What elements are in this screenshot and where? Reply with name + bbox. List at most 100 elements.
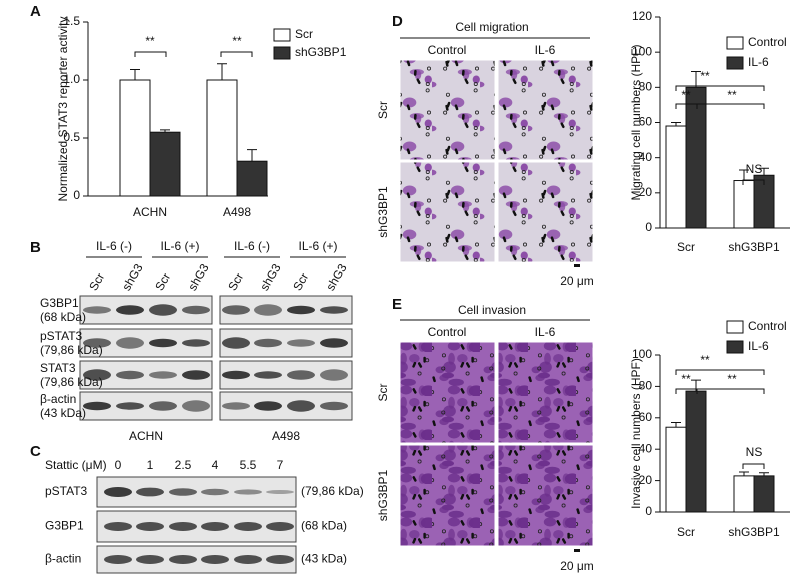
bar bbox=[665, 426, 687, 513]
column-label: Control bbox=[428, 43, 467, 57]
bracket bbox=[696, 388, 765, 394]
bracket bbox=[134, 51, 167, 57]
x-tick-label: Scr bbox=[677, 240, 695, 254]
micrograph bbox=[497, 161, 594, 263]
bracket bbox=[675, 369, 765, 375]
y-axis-label: Migrating cell numbers (HPF) bbox=[629, 44, 643, 200]
y-tick-label: 120 bbox=[632, 9, 652, 23]
row-size: (43 kDa) bbox=[40, 406, 86, 420]
row-size: (68 kDa) bbox=[40, 310, 86, 324]
band bbox=[169, 522, 197, 531]
band bbox=[136, 555, 164, 564]
band bbox=[287, 305, 315, 315]
scale-bar bbox=[574, 549, 580, 552]
legend-label: shG3BP1 bbox=[295, 45, 347, 59]
band bbox=[83, 338, 111, 348]
y-tick-label: 20 bbox=[639, 185, 653, 199]
dose-label: 1 bbox=[147, 458, 154, 472]
band bbox=[254, 304, 282, 316]
error-bar bbox=[130, 69, 140, 80]
y-tick-label: 100 bbox=[632, 44, 652, 58]
dose-label: 4 bbox=[212, 458, 219, 472]
micrograph bbox=[497, 59, 594, 161]
y-tick-label: 40 bbox=[639, 441, 653, 455]
x-tick-label: A498 bbox=[223, 205, 251, 219]
lane-label: Scr bbox=[86, 270, 107, 293]
band bbox=[222, 370, 250, 380]
bar bbox=[119, 79, 151, 197]
micrograph-title: Cell migration bbox=[455, 20, 528, 34]
micrograph bbox=[497, 444, 594, 547]
band bbox=[254, 371, 282, 379]
condition-label: IL-6 (+) bbox=[298, 239, 337, 253]
row-label: G3BP1 bbox=[40, 296, 79, 310]
lane-label: shG3 bbox=[119, 261, 146, 293]
band bbox=[222, 305, 250, 315]
bracket bbox=[696, 103, 765, 109]
error-bar bbox=[217, 63, 227, 80]
row-label: shG3BP1 bbox=[376, 469, 390, 521]
bar bbox=[685, 390, 707, 513]
bar bbox=[753, 475, 775, 513]
lane-label: shG3 bbox=[257, 261, 284, 293]
dose-label: 0 bbox=[115, 458, 122, 472]
legend-swatch bbox=[726, 36, 744, 50]
band bbox=[234, 555, 262, 564]
band bbox=[83, 306, 111, 314]
band bbox=[169, 555, 197, 564]
legend-label: IL-6 bbox=[748, 339, 769, 353]
band bbox=[287, 400, 315, 412]
y-tick-label: 100 bbox=[632, 347, 652, 361]
band bbox=[201, 555, 229, 564]
error-bar bbox=[739, 471, 749, 476]
y-axis-label: Normalized STAT3 reporter activity bbox=[56, 17, 70, 202]
row-label: STAT3 bbox=[40, 361, 76, 375]
row-label: β-actin bbox=[45, 552, 81, 566]
error-bar bbox=[739, 169, 749, 181]
band bbox=[320, 306, 348, 314]
significance: ** bbox=[232, 34, 242, 48]
cell-line-label: A498 bbox=[272, 429, 300, 443]
band bbox=[201, 522, 229, 531]
band bbox=[287, 339, 315, 347]
panel-letter: B bbox=[30, 239, 41, 256]
dose-label: 5.5 bbox=[240, 458, 257, 472]
panel-letter: C bbox=[30, 443, 41, 460]
row-label: Scr bbox=[376, 383, 390, 401]
bracket bbox=[742, 179, 765, 185]
row-size: (68 kDa) bbox=[301, 519, 347, 533]
row-label: pSTAT3 bbox=[45, 484, 88, 498]
x-tick-label: ACHN bbox=[133, 205, 167, 219]
band bbox=[104, 487, 132, 497]
legend-label: Control bbox=[748, 319, 787, 333]
row-label: G3BP1 bbox=[45, 519, 84, 533]
scale-bar-label: 20 μm bbox=[560, 274, 594, 288]
column-label: Control bbox=[428, 325, 467, 339]
bracket bbox=[220, 51, 253, 57]
significance: ** bbox=[681, 372, 691, 386]
band bbox=[116, 370, 144, 380]
y-tick-label: 60 bbox=[639, 115, 653, 129]
significance: ** bbox=[727, 372, 737, 386]
significance: ** bbox=[727, 88, 737, 102]
legend-swatch bbox=[726, 320, 744, 334]
lane-label: Scr bbox=[290, 270, 311, 293]
bar bbox=[733, 180, 755, 229]
band bbox=[182, 370, 210, 380]
band bbox=[104, 522, 132, 531]
legend-label: IL-6 bbox=[748, 55, 769, 69]
band bbox=[136, 522, 164, 531]
bar bbox=[149, 131, 181, 197]
micrograph bbox=[399, 161, 496, 263]
column-label: IL-6 bbox=[535, 325, 556, 339]
dose-label: 7 bbox=[277, 458, 284, 472]
condition-label: IL-6 (-) bbox=[96, 239, 132, 253]
band bbox=[266, 490, 294, 494]
error-bar bbox=[759, 472, 769, 476]
band bbox=[149, 371, 177, 379]
bar bbox=[236, 160, 268, 197]
band bbox=[169, 488, 197, 496]
y-tick-label: 0 bbox=[645, 220, 652, 234]
y-axis-label: Invasive cell numbers (HPF) bbox=[629, 358, 643, 509]
